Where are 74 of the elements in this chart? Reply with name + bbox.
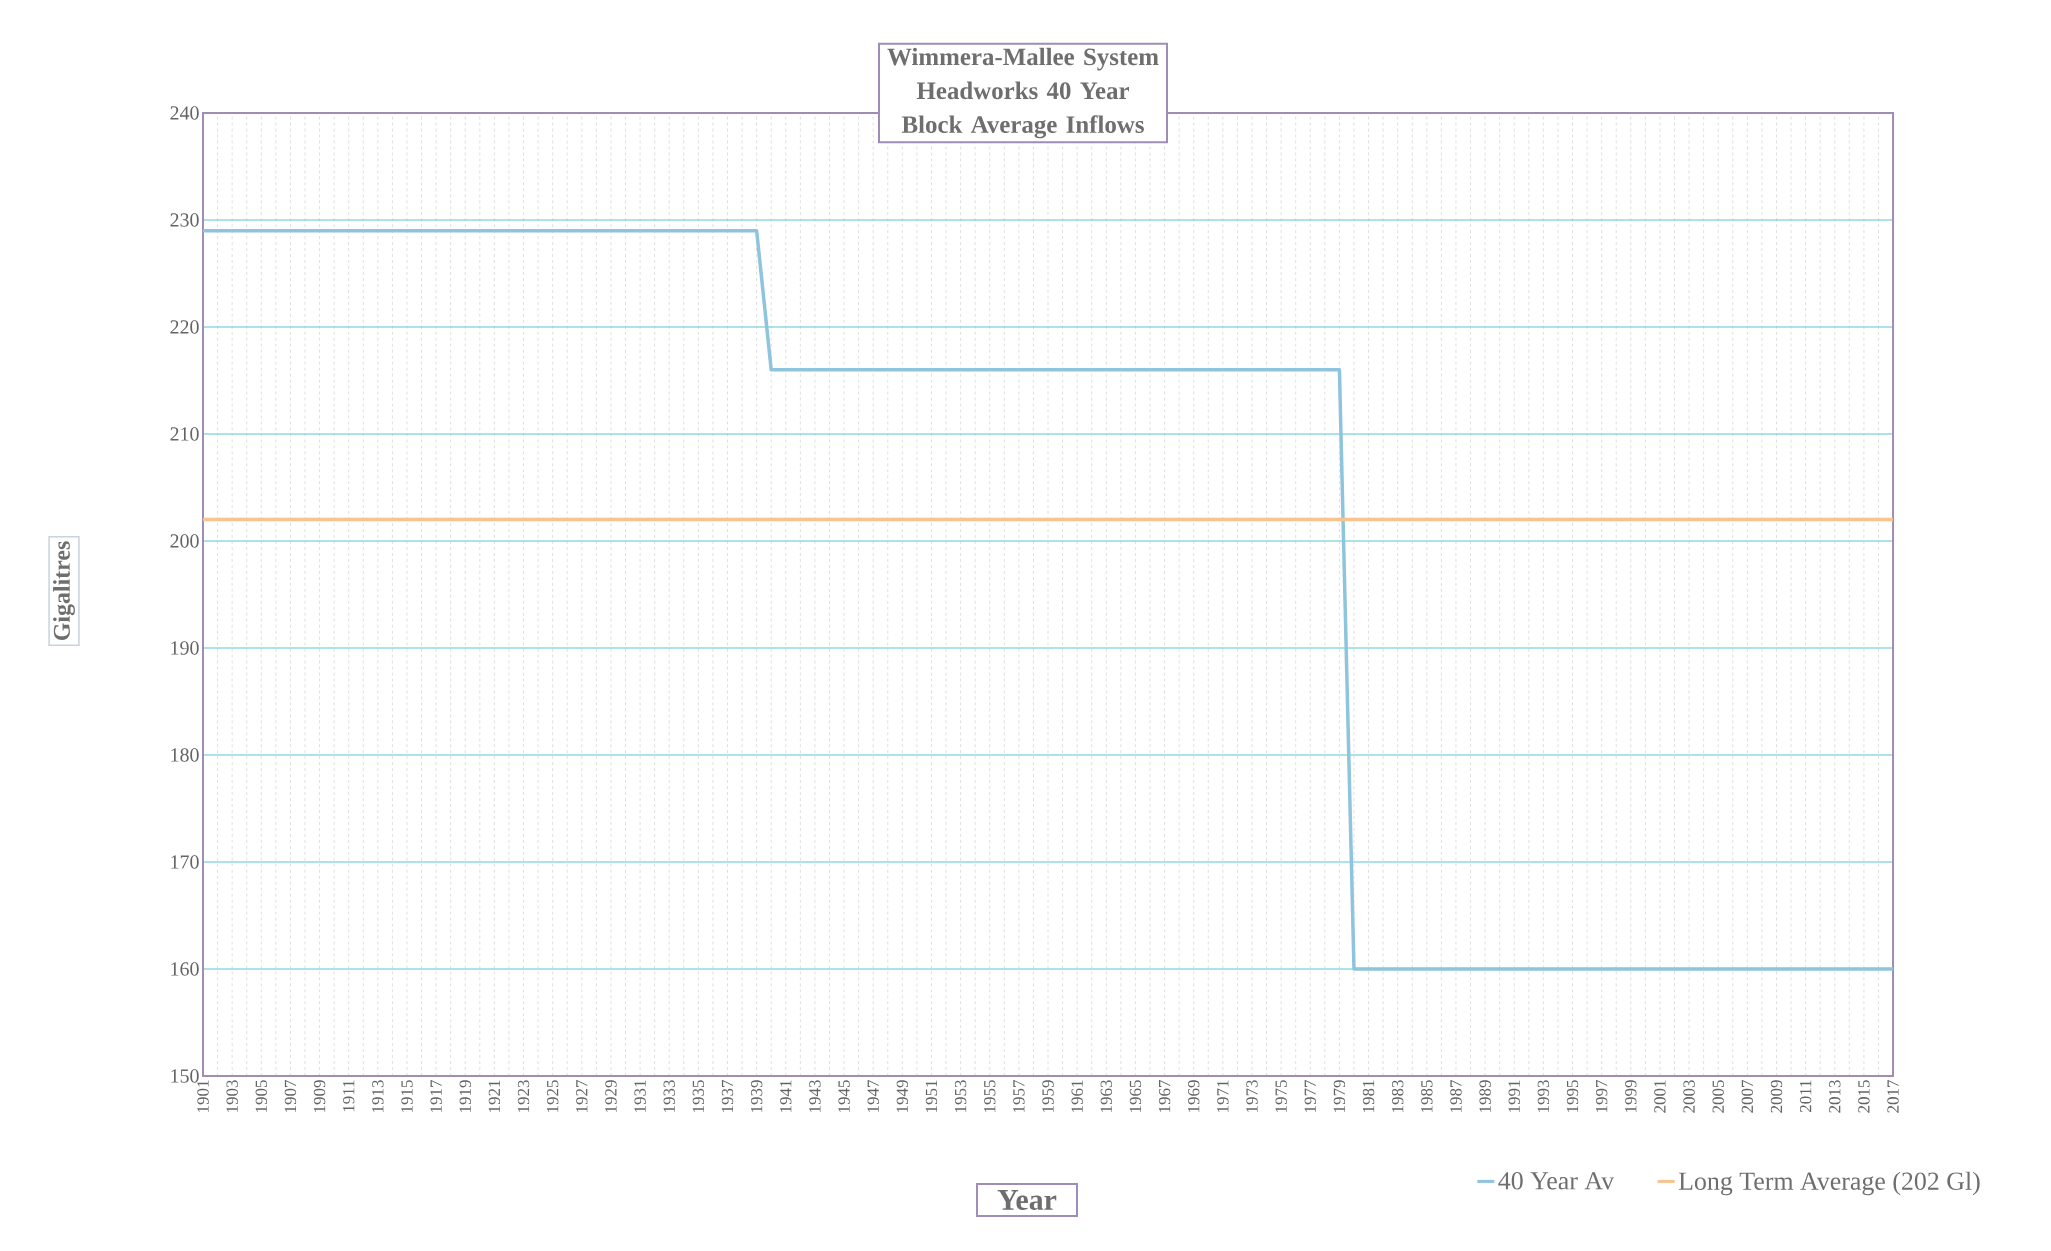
x-tick-label: 1915 xyxy=(401,1080,413,1112)
x-tick-label: 1931 xyxy=(634,1080,646,1112)
x-axis-title: Year xyxy=(997,1190,1057,1210)
x-tick-label: 1927 xyxy=(576,1080,588,1112)
x-tick-label: 1995 xyxy=(1566,1080,1579,1112)
x-tick-label: 1947 xyxy=(867,1080,879,1112)
x-tick-label: 1903 xyxy=(226,1080,238,1112)
x-tick-label: 1929 xyxy=(605,1080,617,1112)
x-tick-label: 1997 xyxy=(1595,1080,1608,1112)
y-tick-label: 230 xyxy=(170,213,199,227)
x-tick-label: 1953 xyxy=(954,1080,967,1112)
x-tick-label: 1977 xyxy=(1304,1080,1316,1112)
chart-title: Wimmera-Mallee System Headworks 40 Year Block Average Inflows xyxy=(887,47,1159,139)
x-tick-label: 1981 xyxy=(1362,1080,1375,1112)
x-tick-label: 1967 xyxy=(1158,1080,1171,1112)
y-tick-label: 180 xyxy=(171,748,199,762)
x-tick-label: 2005 xyxy=(1712,1080,1724,1113)
x-tick-label: 1975 xyxy=(1275,1080,1287,1112)
x-tick-label: 1969 xyxy=(1188,1080,1200,1112)
x-tick-label: 1951 xyxy=(925,1080,938,1112)
x-tick-label: 1933 xyxy=(663,1080,675,1112)
x-tick-label: 1941 xyxy=(780,1080,792,1112)
y-tick-label: 200 xyxy=(170,534,199,548)
x-tick-label: 1935 xyxy=(692,1080,705,1112)
y-tick-label: 220 xyxy=(170,320,199,334)
x-tick-label: 2009 xyxy=(1770,1080,1783,1113)
x-tick-label: 1983 xyxy=(1391,1080,1404,1112)
y-tick-label: 170 xyxy=(171,855,199,869)
x-tick-label: 1989 xyxy=(1479,1080,1491,1112)
legend-label: Long Term Average (202 Gl) xyxy=(1678,1171,1980,1196)
x-tick-label: 1965 xyxy=(1129,1080,1142,1112)
x-tick-label: 2011 xyxy=(1799,1080,1812,1113)
legend-label: 40 Year Av xyxy=(1498,1172,1615,1190)
x-tick-label: 1993 xyxy=(1537,1080,1550,1112)
x-tick-label: 1919 xyxy=(459,1080,471,1112)
x-tick-label: 1937 xyxy=(721,1080,734,1112)
x-tick-label: 1905 xyxy=(255,1080,267,1112)
x-tick-label: 1963 xyxy=(1100,1080,1112,1112)
x-tick-label: 1973 xyxy=(1246,1080,1258,1112)
x-tick-label: 1925 xyxy=(546,1080,559,1112)
x-tick-label: 1911 xyxy=(343,1080,355,1112)
y-tick-label: 160 xyxy=(171,962,199,976)
x-tick-label: 1987 xyxy=(1450,1080,1462,1112)
x-tick-label: 2015 xyxy=(1858,1080,1870,1113)
x-tick-label: 1943 xyxy=(809,1080,821,1112)
x-tick-label: 1991 xyxy=(1508,1080,1520,1112)
y-tick-label: 150 xyxy=(171,1069,199,1083)
x-tick-label: 1971 xyxy=(1217,1080,1229,1112)
y-axis-title: Gigalitres xyxy=(53,541,75,641)
x-tick-label: 1923 xyxy=(517,1080,530,1112)
x-tick-label: 2017 xyxy=(1887,1080,1899,1113)
x-tick-label: 1959 xyxy=(1042,1080,1054,1112)
x-tick-label: 1921 xyxy=(488,1080,501,1112)
x-tick-label: 1999 xyxy=(1625,1080,1637,1112)
x-tick-label: 1901 xyxy=(197,1080,209,1112)
x-tick-label: 2003 xyxy=(1683,1080,1695,1113)
x-tick-label: 1945 xyxy=(838,1080,850,1112)
y-tick-label: 240 xyxy=(170,106,199,120)
x-tick-label: 1955 xyxy=(984,1080,996,1112)
x-tick-label: 1917 xyxy=(430,1080,442,1112)
x-tick-label: 1939 xyxy=(750,1080,763,1112)
y-tick-label: 210 xyxy=(170,427,199,441)
x-tick-label: 2001 xyxy=(1654,1080,1666,1113)
x-tick-label: 2013 xyxy=(1829,1080,1841,1113)
x-tick-label: 1979 xyxy=(1333,1080,1346,1112)
x-tick-label: 1907 xyxy=(284,1080,297,1112)
x-tick-label: 2007 xyxy=(1741,1080,1754,1113)
x-tick-label: 1913 xyxy=(372,1080,384,1112)
x-tick-label: 1985 xyxy=(1421,1080,1433,1112)
y-tick-label: 190 xyxy=(171,641,199,655)
x-tick-label: 1961 xyxy=(1071,1080,1083,1112)
x-tick-label: 1949 xyxy=(896,1080,909,1112)
x-tick-label: 1909 xyxy=(313,1080,326,1112)
x-tick-label: 1957 xyxy=(1013,1080,1025,1112)
